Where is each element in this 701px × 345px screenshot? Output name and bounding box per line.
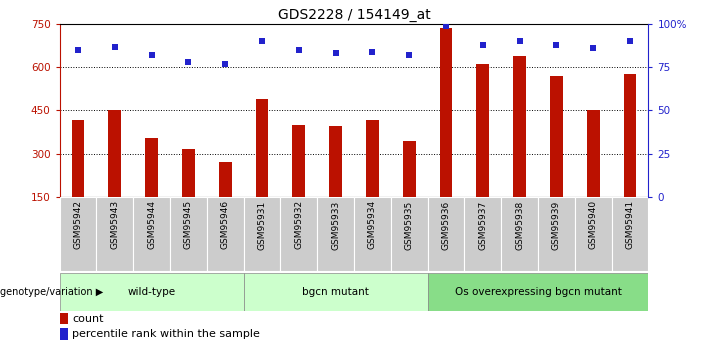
Bar [145,138,158,197]
Point [219,61,231,67]
Point [330,51,341,56]
Text: wild-type: wild-type [128,287,176,296]
Bar [329,126,342,197]
Bar [72,120,84,197]
Bar [60,197,97,271]
Bar [317,197,354,271]
Bar [538,197,575,271]
Bar [428,197,465,271]
Bar [60,313,68,324]
Text: GSM95932: GSM95932 [294,200,304,249]
Bar [60,328,68,340]
Point [440,23,451,29]
Text: genotype/variation ▶: genotype/variation ▶ [0,287,103,296]
Bar [244,197,280,271]
Text: count: count [72,314,104,324]
Text: GSM95946: GSM95946 [221,200,230,249]
Text: GSM95934: GSM95934 [368,200,377,249]
Point [551,42,562,48]
Bar [244,273,428,310]
Bar [612,197,648,271]
Text: GSM95937: GSM95937 [478,200,487,250]
Bar [207,197,244,271]
Bar [428,273,648,310]
Title: GDS2228 / 154149_at: GDS2228 / 154149_at [278,8,430,22]
Point [404,52,415,58]
Bar [501,197,538,271]
Bar [280,197,317,271]
Bar [624,75,637,197]
Text: bgcn mutant: bgcn mutant [302,287,369,296]
Text: GSM95931: GSM95931 [257,200,266,250]
Text: GSM95945: GSM95945 [184,200,193,249]
Bar [477,65,489,197]
Text: GSM95939: GSM95939 [552,200,561,250]
Text: Os overexpressing bgcn mutant: Os overexpressing bgcn mutant [454,287,622,296]
Text: GSM95943: GSM95943 [110,200,119,249]
Bar [133,197,170,271]
Point [293,47,304,53]
Text: percentile rank within the sample: percentile rank within the sample [72,329,260,339]
Bar [256,99,268,197]
Point [514,39,525,44]
Bar [109,110,121,197]
Bar [354,197,391,271]
Bar [575,197,612,271]
Point [625,39,636,44]
Text: GSM95940: GSM95940 [589,200,598,249]
Point [109,44,121,49]
Bar [170,197,207,271]
Bar [550,76,563,197]
Text: GSM95933: GSM95933 [331,200,340,250]
Bar [403,141,416,197]
Text: GSM95944: GSM95944 [147,200,156,249]
Point [183,59,194,65]
Bar [587,110,599,197]
Bar [465,197,501,271]
Point [477,42,489,48]
Point [257,39,268,44]
Point [587,46,599,51]
Bar [366,120,379,197]
Bar [182,149,195,197]
Bar [60,273,244,310]
Text: GSM95935: GSM95935 [404,200,414,250]
Point [146,52,157,58]
Bar [97,197,133,271]
Bar [513,56,526,197]
Text: GSM95938: GSM95938 [515,200,524,250]
Point [367,49,378,55]
Bar [440,28,452,197]
Bar [391,197,428,271]
Point [72,47,83,53]
Text: GSM95942: GSM95942 [74,200,83,249]
Bar [292,125,305,197]
Text: GSM95936: GSM95936 [442,200,451,250]
Text: GSM95941: GSM95941 [625,200,634,249]
Bar [219,161,231,197]
